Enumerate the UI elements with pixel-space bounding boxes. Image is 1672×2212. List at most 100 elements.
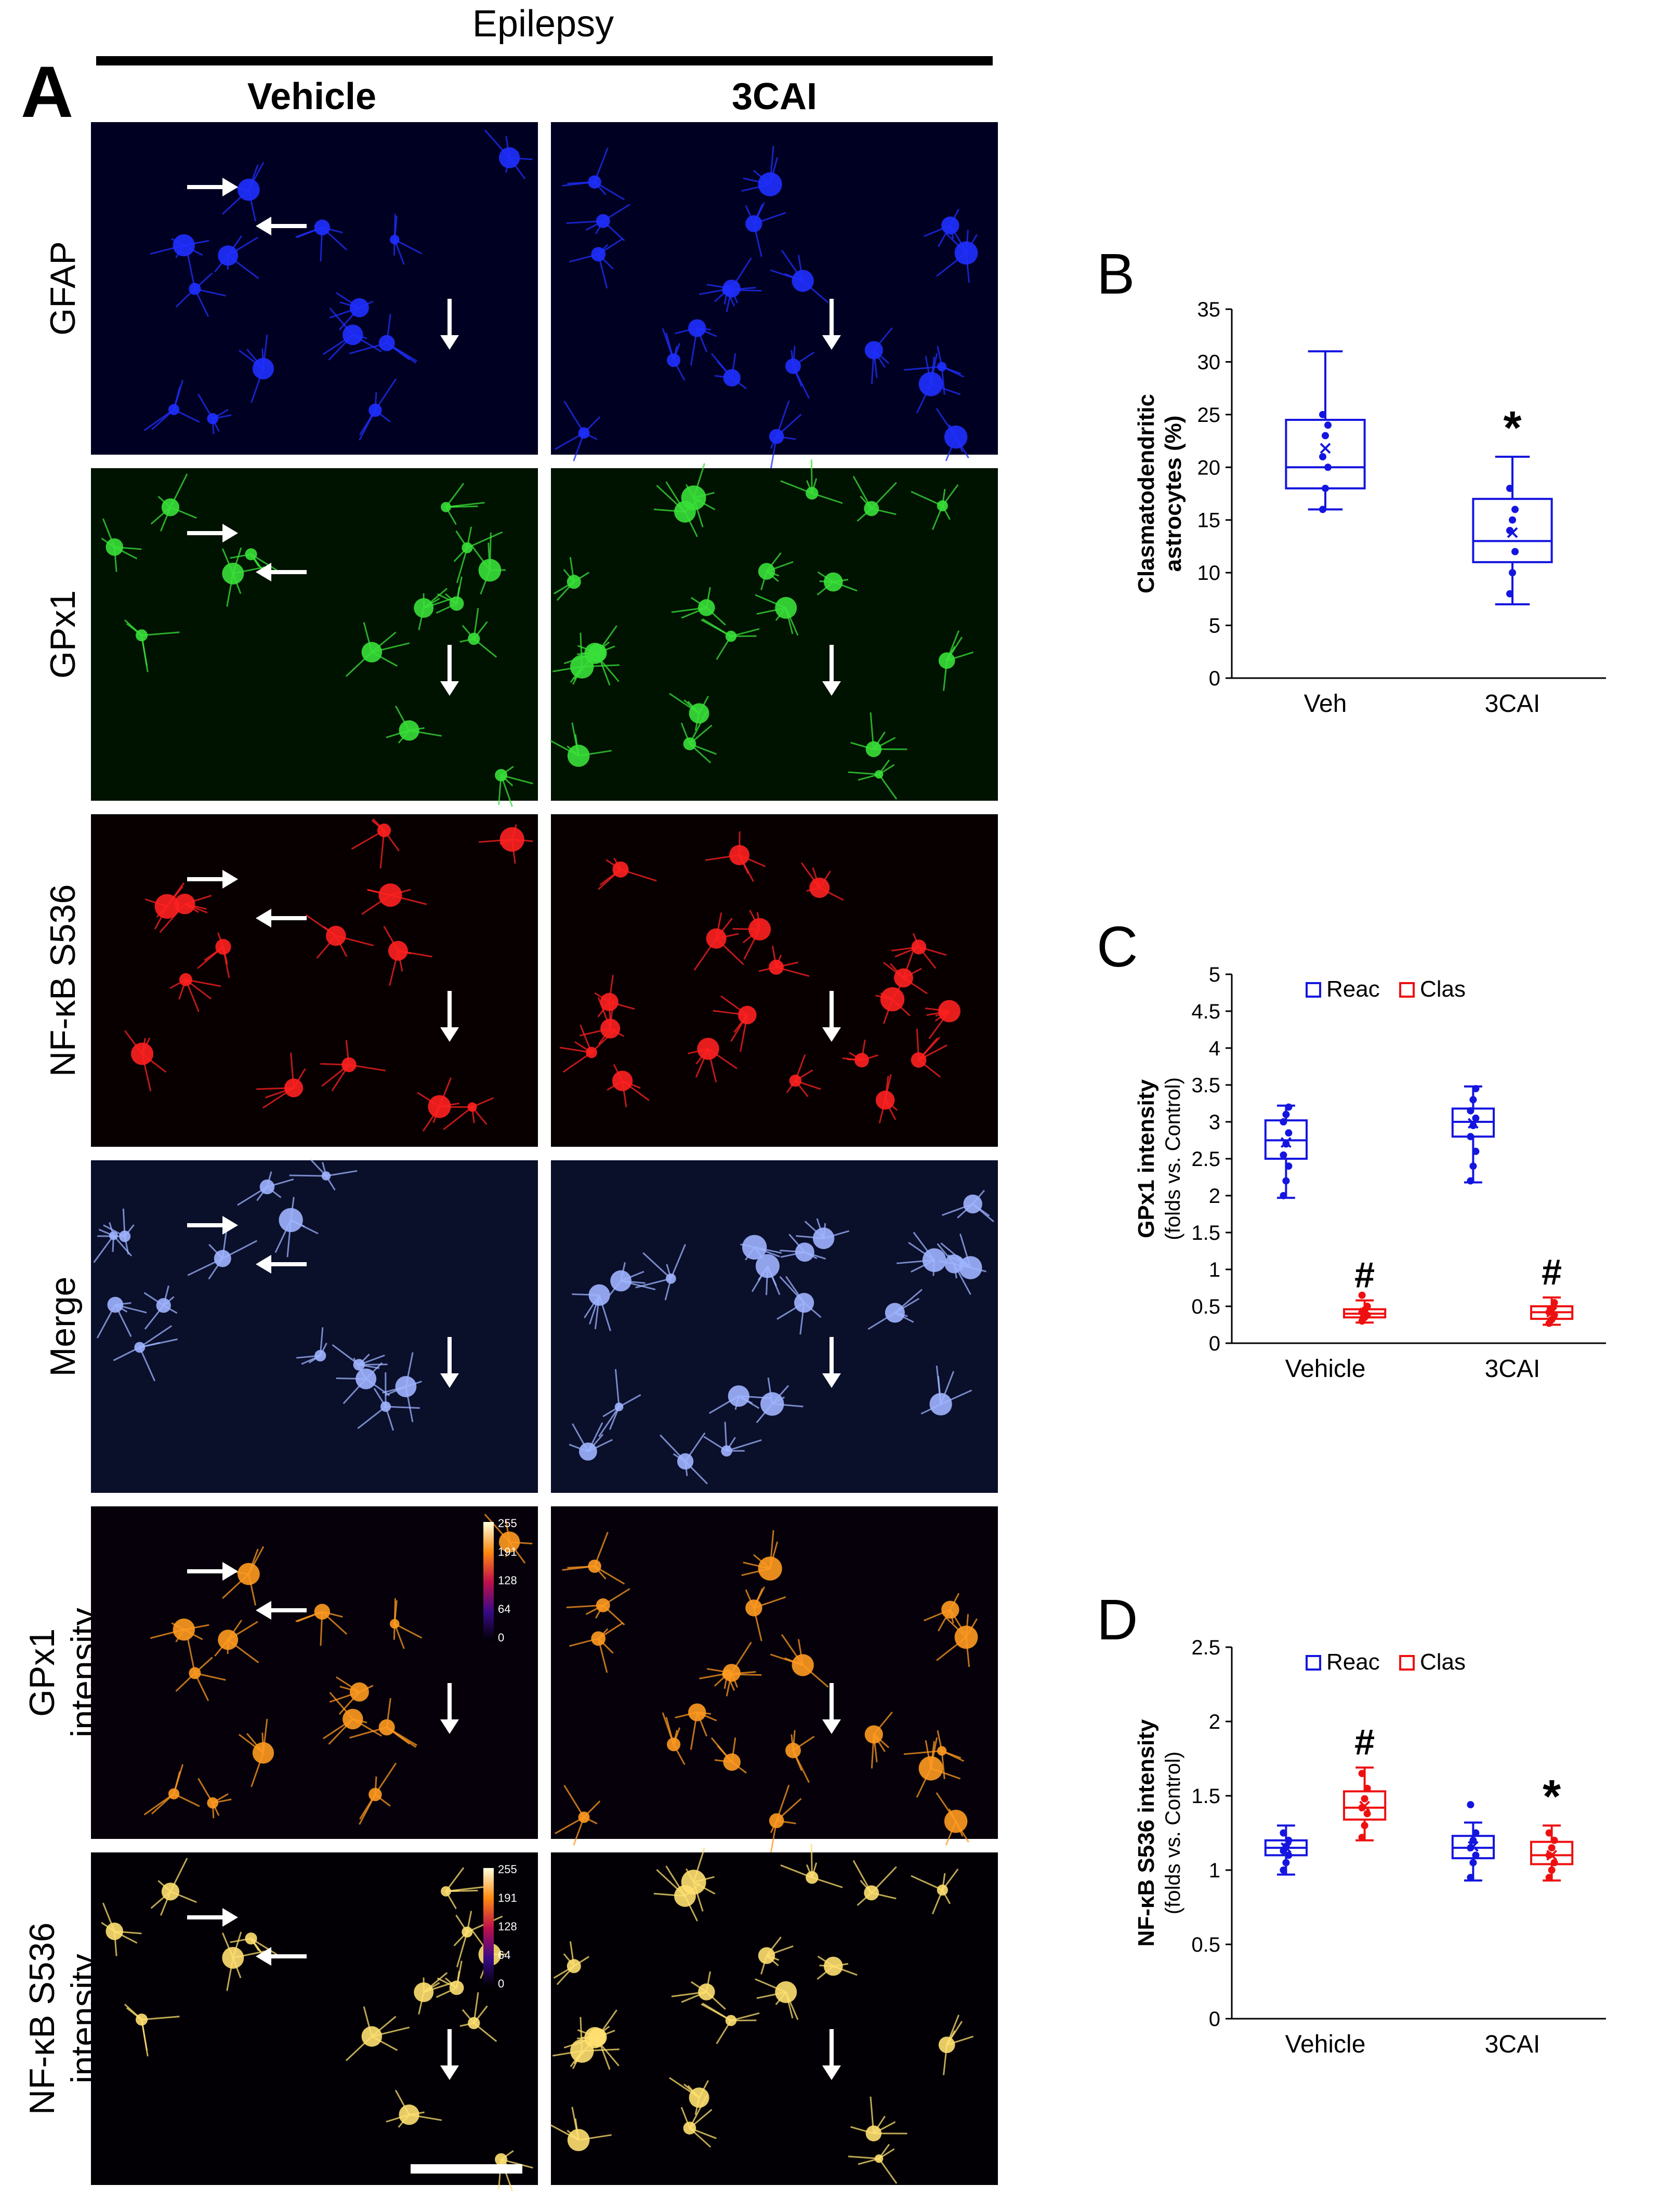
astrocyte-soma (567, 1959, 581, 1973)
colorbar-tick: 191 (498, 1891, 517, 1904)
astrocyte-soma (795, 1242, 814, 1262)
mean-marker (1546, 1849, 1558, 1861)
data-point (1319, 410, 1326, 418)
colorbar-tick: 128 (498, 1920, 517, 1933)
arrow-head (256, 217, 271, 235)
astrocyte-soma (745, 1599, 762, 1617)
astrocyte-soma (944, 425, 968, 449)
astrocyte-soma (614, 1402, 624, 1411)
astrocyte-soma (954, 1625, 978, 1649)
astrocyte-soma (610, 1270, 631, 1292)
arrow-head (222, 1908, 238, 1927)
x-category-label: 3CAI (1485, 690, 1541, 718)
data-point (1282, 1177, 1290, 1185)
astrocyte-process (289, 1174, 326, 1177)
mean-marker (1546, 1306, 1558, 1318)
intensity-colorbar (483, 1868, 494, 1988)
astrocyte-soma (794, 1293, 814, 1313)
row-label-group: NF-κB S536 (43, 884, 83, 1077)
y-axis-sublabel: (folds vs. Control) (1162, 1752, 1184, 1914)
arrow-head (222, 1216, 238, 1235)
astrocyte-soma (214, 1250, 231, 1267)
astrocyte-soma (725, 630, 737, 642)
micrograph-image (551, 1160, 998, 1493)
astrocyte-soma (245, 1932, 257, 1945)
astrocyte-soma (478, 559, 502, 582)
data-point (1472, 1829, 1480, 1837)
astrocyte-process (326, 1170, 358, 1177)
scale-bar (411, 2164, 522, 2174)
astrocyte-soma (119, 1230, 131, 1242)
row-label-group: Merge (43, 1277, 83, 1377)
data-point (1324, 421, 1332, 429)
astrocyte-soma (579, 1442, 597, 1461)
astrocyte-soma (698, 1983, 715, 2001)
astrocyte-process (848, 2155, 879, 2160)
astrocyte-soma (958, 1256, 982, 1279)
astrocyte-soma (688, 1703, 706, 1721)
astrocyte-soma (689, 2087, 709, 2108)
colorbar-tick: 64 (498, 1949, 510, 1962)
astrocyte-soma (189, 283, 201, 295)
astrocyte-soma (252, 357, 274, 380)
astrocyte-soma (449, 1980, 464, 1995)
astrocyte-soma (792, 1654, 814, 1676)
astrocyte-soma (722, 285, 733, 295)
astrocyte-soma (388, 941, 408, 961)
arrow-head (222, 870, 238, 889)
significance-marker: * (1503, 402, 1521, 454)
data-point (1469, 1162, 1477, 1170)
arrow-head (440, 2065, 459, 2080)
astrocyte-soma (721, 1445, 732, 1457)
astrocyte-soma (812, 1227, 835, 1249)
data-point (1322, 484, 1329, 492)
data-point (1280, 1118, 1287, 1125)
data-point (1282, 1859, 1290, 1866)
astrocyte-soma (742, 1235, 767, 1260)
arrow-head (222, 178, 238, 196)
astrocyte-soma (944, 1809, 968, 1833)
astrocyte-soma (667, 1738, 681, 1752)
astrocyte-soma (588, 175, 601, 189)
data-point (1285, 1129, 1293, 1137)
astrocyte-soma (683, 737, 696, 750)
astrocyte-soma (238, 178, 260, 201)
data-point (1282, 1140, 1290, 1148)
box (1472, 498, 1553, 563)
astrocyte-soma (588, 1284, 610, 1306)
legend-swatch (1399, 1655, 1415, 1671)
significance-marker: # (1354, 1255, 1375, 1295)
colorbar-tick: 255 (498, 1863, 517, 1876)
row-label: NF-κB S536 (22, 1923, 62, 2115)
astrocyte-soma (468, 632, 480, 645)
astrocyte-soma (498, 147, 520, 168)
y-tick-label: 20 (1197, 456, 1221, 479)
y-tick-label: 0 (1209, 2008, 1220, 2031)
arrow-head (256, 1947, 271, 1966)
data-point (1324, 463, 1332, 471)
astrocyte-soma (596, 214, 610, 228)
astrocyte-soma (922, 1248, 946, 1273)
astrocyte-soma (284, 1078, 304, 1097)
astrocyte-soma (697, 1038, 719, 1060)
astrocyte-soma (441, 1886, 451, 1897)
data-point (1319, 453, 1326, 460)
astrocyte-soma (963, 1194, 982, 1214)
significance-marker: * (1543, 1771, 1561, 1823)
astrocyte-soma (612, 861, 629, 878)
y-tick-label: 2.5 (1191, 1636, 1220, 1659)
y-tick-label: 2 (1209, 1711, 1220, 1733)
row-label: GPx1 (22, 1628, 62, 1717)
astrocyte-soma (806, 1871, 819, 1884)
colorbar-tick: 255 (498, 1517, 517, 1530)
astrocyte-soma (937, 362, 947, 372)
astrocyte-soma (600, 1018, 621, 1039)
data-point (1467, 1177, 1474, 1185)
astrocyte-soma (189, 1667, 201, 1679)
data-point (1467, 1133, 1474, 1141)
astrocyte-soma (156, 1298, 171, 1313)
row-label-group: GFAP (43, 241, 83, 335)
astrocyte-soma (399, 720, 419, 741)
y-tick-label: 3 (1209, 1111, 1220, 1134)
colorbar-tick: 64 (498, 1602, 510, 1615)
